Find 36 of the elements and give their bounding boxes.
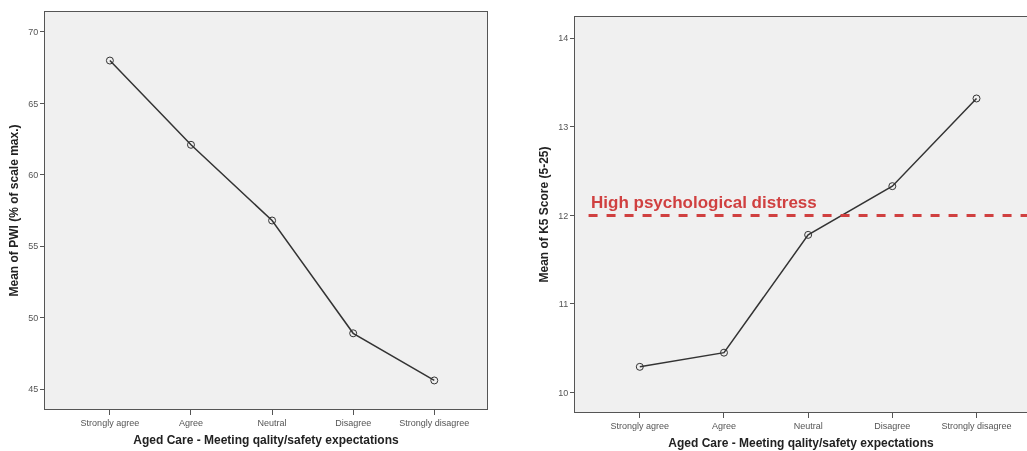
x-tick-label: Agree <box>711 420 736 431</box>
x-tick-label: Agree <box>178 417 203 428</box>
y-tick-label: 50 <box>28 312 39 323</box>
point <box>349 329 358 338</box>
y-axis-title: Mean of K5 Score (5-25) <box>537 146 552 283</box>
x-tick-label: Strongly agree <box>80 417 140 428</box>
y-tick-label: 13 <box>558 121 569 132</box>
x-tick-label: Strongly agree <box>610 420 670 431</box>
point <box>888 182 897 191</box>
y-tick-label: 12 <box>558 210 569 221</box>
y-tick-label: 55 <box>28 241 39 252</box>
x-tick-label: Strongly disagree <box>399 417 470 428</box>
y-tick-label: 70 <box>28 27 39 38</box>
y-tick-label: 45 <box>28 384 39 395</box>
point <box>430 376 439 385</box>
point <box>268 216 277 225</box>
y-axis-title: Mean of PWI (% of scale max.) <box>7 124 22 297</box>
point <box>105 56 114 65</box>
x-tick-label: Neutral <box>793 420 823 431</box>
x-axis-title: Aged Care - Meeting qality/safety expectations <box>133 432 400 447</box>
x-tick-label: Strongly disagree <box>941 420 1012 431</box>
ref-line-label: High psychological distress <box>591 193 817 212</box>
x-tick-label: Disagree <box>874 420 911 431</box>
y-tick-label: 60 <box>28 169 39 180</box>
point <box>635 362 644 371</box>
point <box>804 230 813 239</box>
x-tick-label: Neutral <box>257 417 287 428</box>
y-tick-label: 65 <box>28 98 39 109</box>
x-axis-title: Aged Care - Meeting qality/safety expectations <box>668 435 935 450</box>
x-tick-label: Disagree <box>335 417 372 428</box>
y-tick-label: 10 <box>558 387 569 398</box>
y-tick-label: 14 <box>558 33 569 44</box>
point <box>972 94 981 103</box>
y-tick-label: 11 <box>558 299 569 310</box>
point <box>186 140 195 149</box>
point <box>719 348 728 357</box>
